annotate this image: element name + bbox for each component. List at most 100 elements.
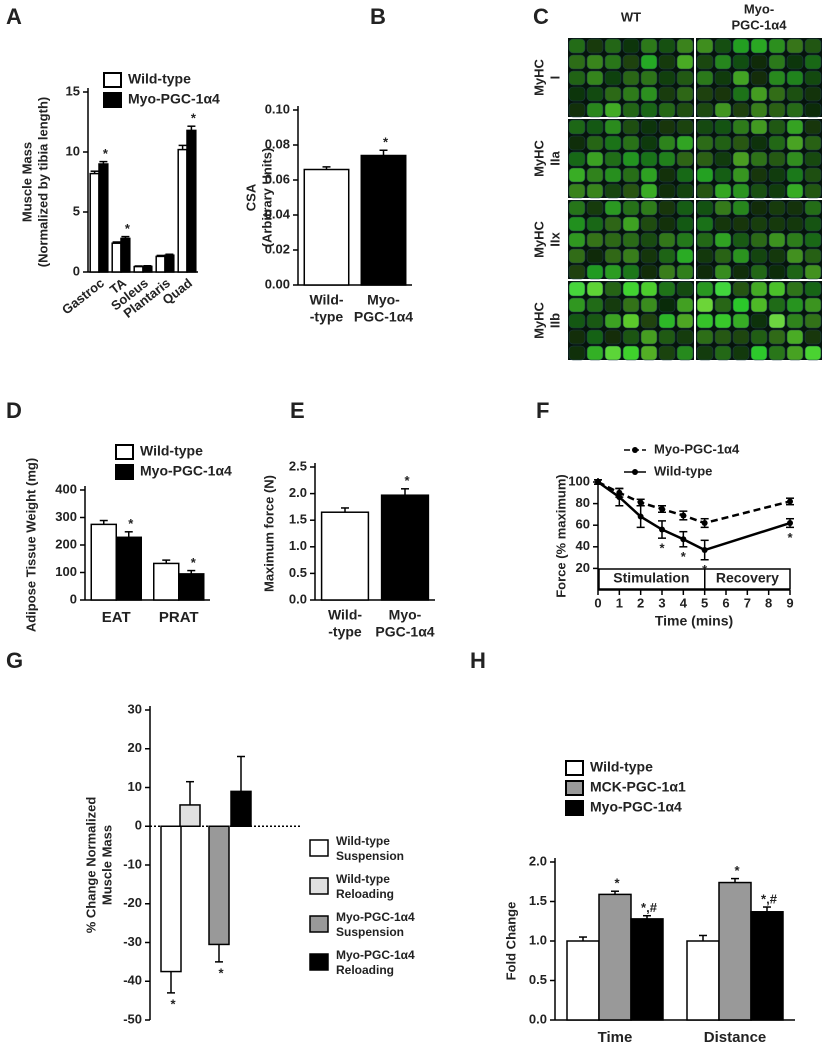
fiber — [786, 86, 804, 102]
fiber — [604, 345, 622, 361]
significance-label: * — [191, 111, 197, 126]
fiber — [768, 281, 786, 297]
x-tick-label: 3 — [658, 595, 665, 610]
y-tick-label: 0.5 — [289, 565, 307, 580]
bar — [303, 168, 350, 286]
fiber — [640, 216, 658, 232]
y-tick-label: 80 — [576, 495, 590, 510]
panel-letter: B — [370, 4, 386, 29]
significance-label: * — [103, 146, 109, 161]
x-tick-label: PGC-1α4 — [354, 309, 413, 325]
error-bar — [187, 125, 196, 131]
fiber — [568, 151, 586, 167]
bar — [115, 536, 142, 601]
bar — [208, 825, 230, 946]
fiber — [786, 135, 804, 151]
bar — [142, 265, 153, 273]
fiber — [676, 86, 694, 102]
fiber — [622, 313, 640, 329]
legend-label: Myo-PGC-1α4 — [590, 799, 682, 815]
fiber — [768, 183, 786, 199]
fiber — [786, 70, 804, 86]
y-axis-label: Maximum force (N) — [261, 475, 276, 592]
point — [637, 499, 644, 506]
y-axis-label: Adipose Tissue Weight (mg) — [23, 458, 38, 632]
fiber — [658, 248, 676, 264]
row-label: I — [547, 76, 562, 80]
fiber — [732, 135, 750, 151]
significance-label: * — [218, 965, 224, 980]
fiber — [676, 102, 694, 118]
fiber — [586, 70, 604, 86]
fiber — [658, 297, 676, 313]
y-axis-label: CSA — [243, 183, 258, 211]
fiber — [604, 264, 622, 280]
legend-label: Myo-PGC-1α4 — [336, 910, 415, 924]
fiber — [568, 345, 586, 361]
y-tick-label: -20 — [123, 895, 142, 910]
fiber — [750, 200, 768, 216]
fiber — [586, 232, 604, 248]
y-tick-label: 1.0 — [529, 932, 547, 947]
y-tick-label: 100 — [55, 564, 77, 579]
fiber — [768, 38, 786, 54]
fiber — [696, 345, 714, 361]
fiber — [696, 167, 714, 183]
fiber — [676, 70, 694, 86]
fiber — [804, 86, 822, 102]
fiber — [604, 135, 622, 151]
fiber — [568, 135, 586, 151]
fiber — [750, 167, 768, 183]
x-tick-label: EAT — [102, 609, 131, 626]
y-tick-label: 200 — [55, 536, 77, 551]
fiber — [732, 345, 750, 361]
fiber — [714, 38, 732, 54]
fiber — [676, 232, 694, 248]
bar — [177, 148, 188, 273]
fiber — [622, 86, 640, 102]
fiber — [732, 119, 750, 135]
fiber — [696, 102, 714, 118]
fiber — [750, 119, 768, 135]
fiber — [586, 281, 604, 297]
fiber — [640, 54, 658, 70]
fiber — [640, 167, 658, 183]
legend-label: Wild-type — [128, 71, 191, 87]
error-bar — [215, 944, 223, 963]
point — [701, 547, 708, 554]
y-tick-label: 0.08 — [265, 136, 290, 151]
fiber — [676, 135, 694, 151]
x-tick-label: 8 — [765, 595, 772, 610]
fiber — [750, 102, 768, 118]
fiber — [786, 200, 804, 216]
phase-label: Stimulation — [613, 570, 689, 586]
fiber — [640, 313, 658, 329]
fiber — [586, 264, 604, 280]
error-bar — [134, 265, 143, 267]
column-label: WT — [621, 9, 641, 24]
fiber — [658, 329, 676, 345]
legend-marker — [632, 447, 638, 453]
legend-label: Myo-PGC-1α4 — [128, 91, 220, 107]
bar — [230, 790, 252, 827]
fiber — [604, 167, 622, 183]
fiber — [622, 119, 640, 135]
fiber — [786, 281, 804, 297]
fiber — [586, 183, 604, 199]
legend-label: Wild-type — [336, 834, 390, 848]
fiber — [732, 216, 750, 232]
bar — [164, 254, 175, 273]
fiber — [676, 38, 694, 54]
fiber — [750, 183, 768, 199]
fiber — [732, 329, 750, 345]
x-axis-label: Time (mins) — [655, 613, 733, 629]
fiber — [640, 38, 658, 54]
fiber — [640, 119, 658, 135]
fiber — [750, 313, 768, 329]
fiber — [658, 345, 676, 361]
fiber — [804, 119, 822, 135]
error-bar — [156, 254, 165, 257]
fiber — [568, 183, 586, 199]
fiber — [714, 232, 732, 248]
fiber — [604, 102, 622, 118]
